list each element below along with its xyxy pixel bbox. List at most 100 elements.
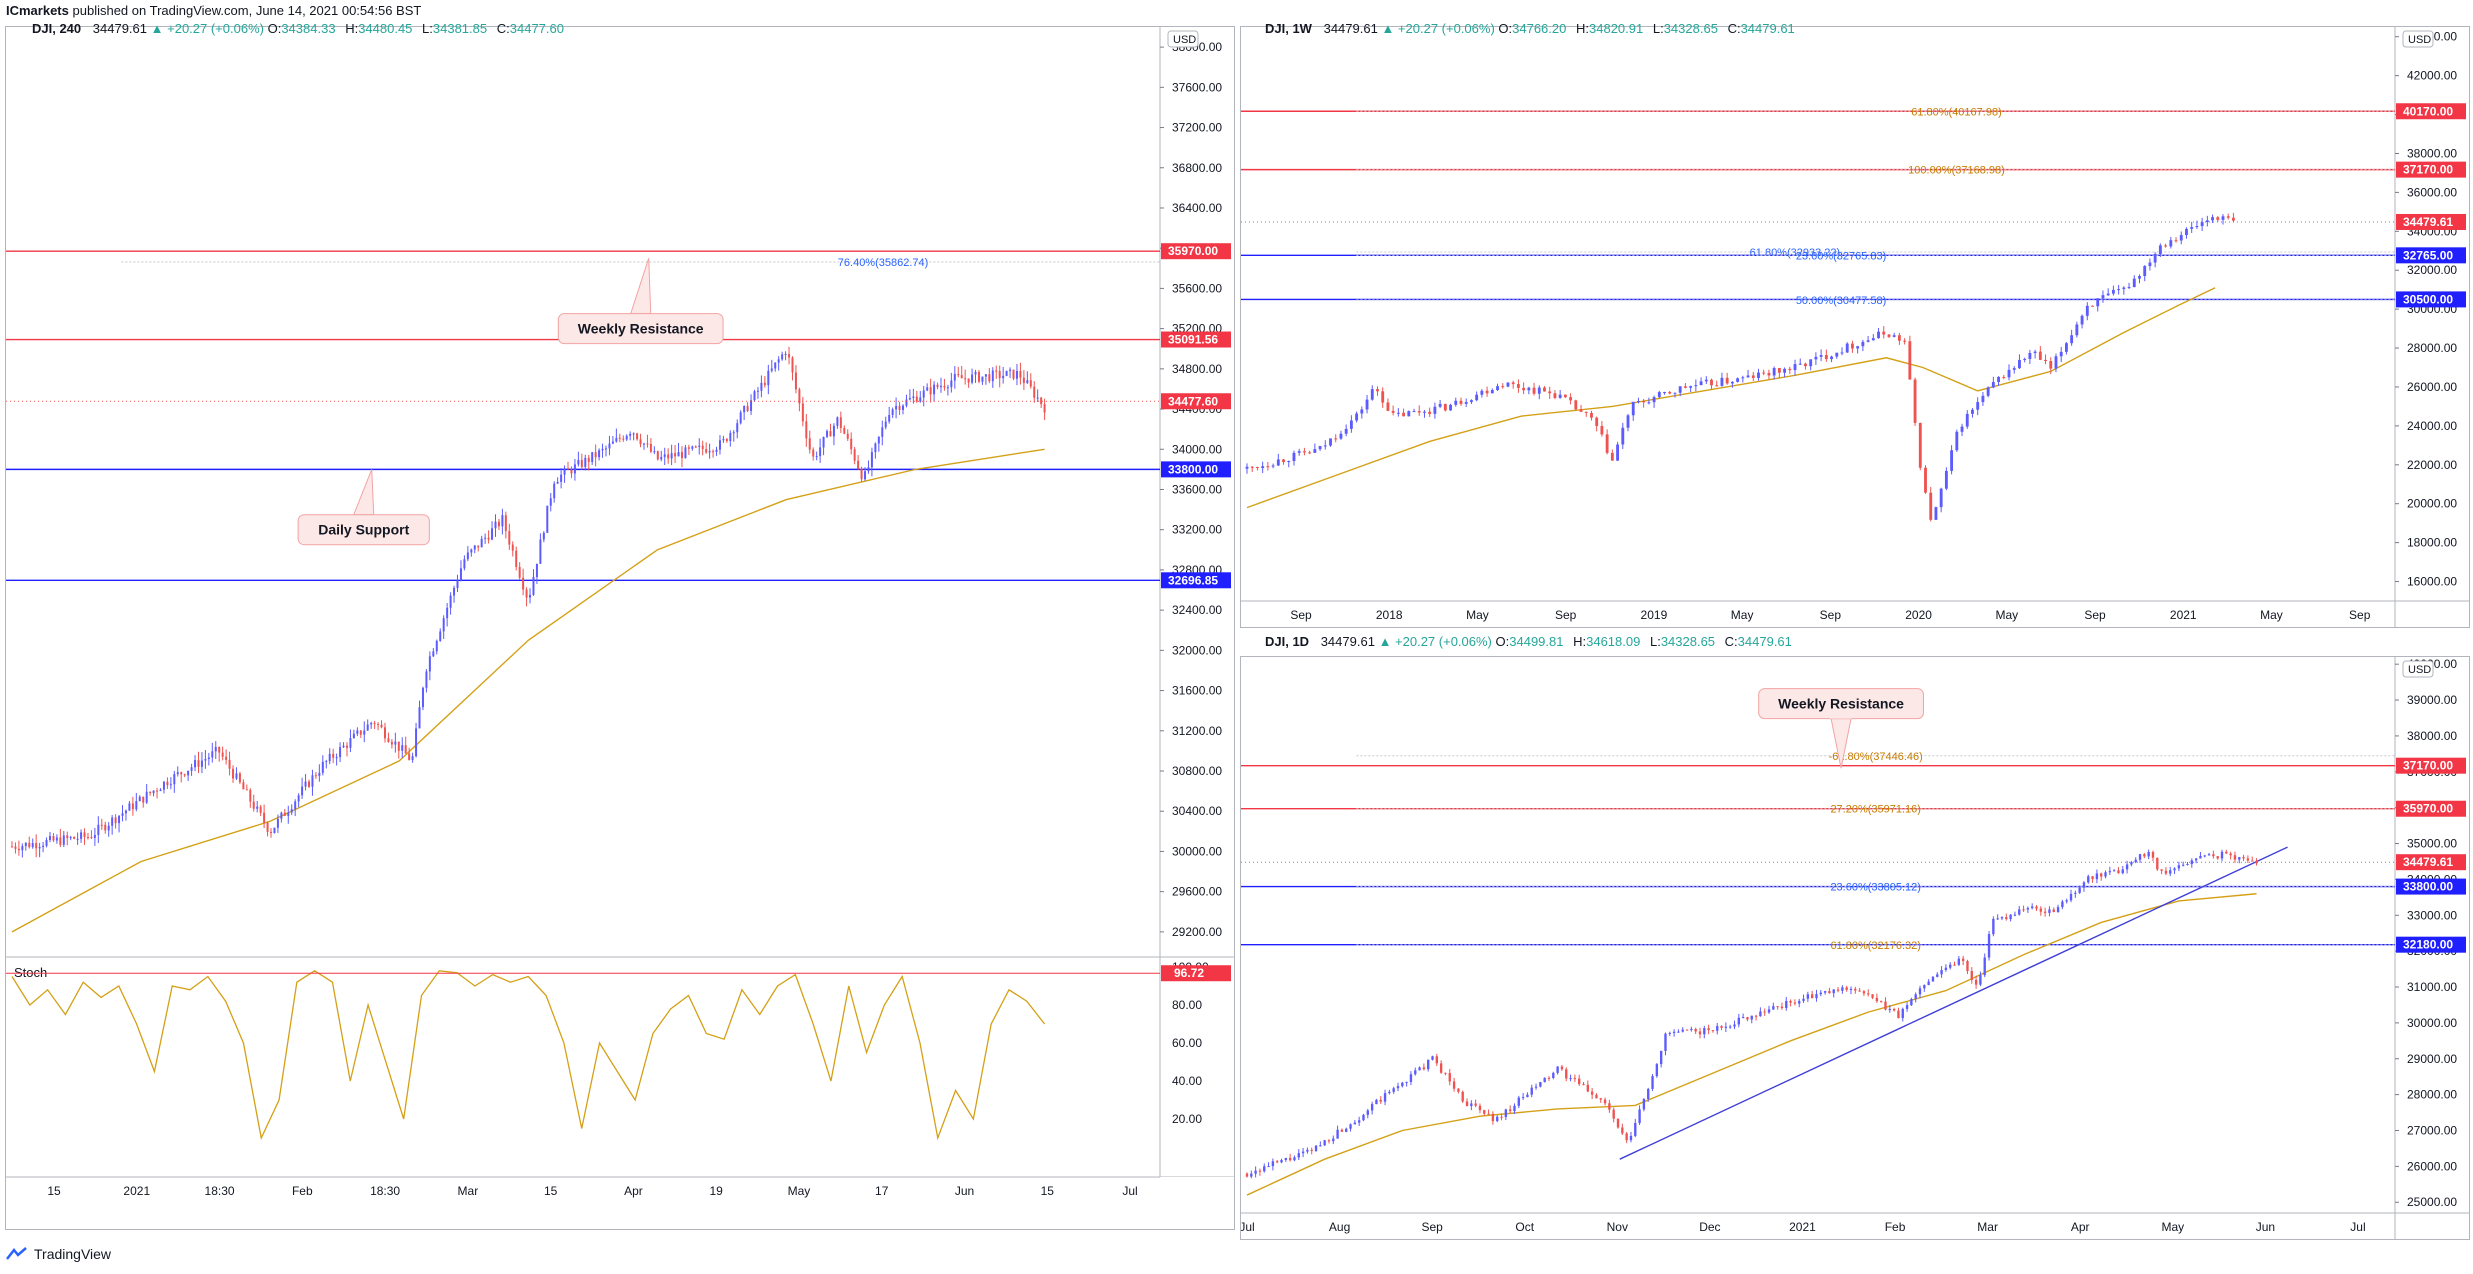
candle-body: [2018, 359, 2021, 369]
candle-body: [1741, 1017, 1745, 1019]
candle-body: [2052, 909, 2055, 913]
y-tick-label: 27000.00: [2407, 1123, 2457, 1137]
x-tick-label: Sep: [2349, 608, 2371, 622]
candle-body: [1610, 452, 1614, 461]
axis-corner: [1160, 1177, 1234, 1217]
y-tick-label: 32000.00: [1172, 643, 1222, 657]
candle-body: [473, 545, 476, 550]
candle-body: [380, 724, 383, 728]
fib-label: -61.80%(37446.46): [1829, 751, 1923, 763]
candle-body: [2005, 917, 2008, 920]
candle-body: [867, 467, 870, 472]
candle-body: [2216, 217, 2220, 220]
candle-body: [1506, 382, 1510, 387]
candle-body: [680, 452, 683, 459]
callout-box: [557, 313, 724, 345]
candle-body: [1009, 369, 1012, 371]
chart-panel-dji-240[interactable]: 38000.00 37600.00 37200.00 36800.00 36400.00…: [5, 26, 1235, 1230]
x-tick-label: 18:30: [370, 1184, 400, 1198]
candle-body: [701, 445, 704, 450]
candle-body: [2194, 858, 2198, 861]
y-tick-label: 26000.00: [2407, 380, 2457, 394]
candle-body: [929, 387, 932, 395]
chart-panel-dji-1d[interactable]: 40000.0039000.0038000.0037000.0036000.00…: [1240, 656, 2470, 1240]
candle-body: [1960, 426, 1964, 432]
legend-close: 34477.60: [509, 21, 564, 36]
legend-open: 34766.20: [1512, 21, 1567, 36]
candle-body: [1263, 1166, 1266, 1172]
legend-change: ▲ +20.27 (+0.06%): [150, 21, 264, 36]
candle-body: [373, 723, 376, 725]
candle-body: [194, 760, 197, 768]
candle-body: [971, 374, 974, 383]
candle-body: [308, 781, 311, 787]
candle-body: [2061, 901, 2064, 908]
candle-body: [1979, 975, 1982, 985]
candle-body: [42, 845, 45, 848]
fib-label: 61.80%(32176.32): [1830, 940, 1921, 952]
candle-body: [743, 406, 746, 413]
candle-body: [259, 806, 262, 813]
y-tick-label: 37200.00: [1172, 121, 1222, 135]
chart-dji-240[interactable]: 38000.0037600.0037200.0036800.0036400.00…: [6, 27, 1234, 1229]
callout-text: Daily Support: [318, 522, 409, 538]
chart-dji-1d[interactable]: 40000.0039000.0038000.0037000.0036000.00…: [1241, 657, 2469, 1239]
candle-body: [1888, 1009, 1891, 1011]
candle-body: [732, 432, 735, 434]
candle-body: [556, 481, 559, 484]
x-tick-label: 2021: [123, 1184, 150, 1198]
candle-body: [1334, 438, 1338, 440]
level-label-bg: [2396, 878, 2466, 895]
author-name[interactable]: ICmarkets: [6, 3, 69, 18]
candle-body: [2043, 911, 2047, 913]
candle-body: [504, 515, 507, 532]
candle-body: [1961, 958, 1965, 961]
candle-body: [2138, 276, 2141, 279]
candle-body: [1357, 1120, 1361, 1123]
candle-body: [915, 396, 918, 402]
candle-body: [853, 449, 856, 461]
candle-body: [1767, 372, 1771, 376]
candle-body: [411, 756, 414, 760]
y-tick-label: 16000.00: [2407, 575, 2457, 589]
candle-body: [632, 433, 635, 435]
candle-body: [946, 387, 949, 389]
candle-body: [1841, 987, 1844, 991]
x-tick-label: Nov: [1607, 1220, 1628, 1234]
legend-symbol: DJI, 1W: [1265, 21, 1312, 36]
candle-body: [1266, 466, 1270, 468]
candle-body: [981, 376, 984, 382]
candle-body: [1336, 1129, 1339, 1139]
candle-body: [667, 454, 670, 459]
y-tick-label: 36400.00: [1172, 201, 1222, 215]
candle-body: [1929, 492, 1933, 520]
candle-body: [321, 761, 324, 773]
candle-body: [2022, 909, 2025, 911]
candle-body: [1832, 989, 1835, 994]
y-tick-label: 30400.00: [1172, 804, 1222, 818]
candle-body: [926, 387, 929, 391]
candle-body: [97, 824, 100, 836]
footer-brand[interactable]: TradingView: [6, 1246, 111, 1262]
candle-body: [2221, 216, 2225, 220]
main-pane-dji-240: 38000.0037600.0037200.0036800.0036400.00…: [6, 27, 1234, 957]
candle-body: [1616, 444, 1619, 461]
candle-body: [2232, 217, 2235, 221]
candle-body: [1625, 1133, 1628, 1141]
chart-panel-dji-1w[interactable]: 44000.0042000.0040000.0038000.0036000.00…: [1240, 26, 2470, 628]
x-tick-label: Jun: [2256, 1220, 2275, 1234]
y-tick-label: 30000.00: [2407, 1016, 2457, 1030]
candle-body: [1345, 1128, 1348, 1132]
candle-body: [1626, 415, 1630, 428]
candle-body: [394, 741, 397, 745]
candle-body: [1409, 1074, 1413, 1082]
candle-body: [1552, 1072, 1555, 1078]
candle-body: [273, 827, 276, 834]
chart-dji-1w[interactable]: 44000.0042000.0040000.0038000.0036000.00…: [1241, 27, 2469, 627]
candle-body: [2151, 852, 2155, 858]
candle-body: [2173, 868, 2176, 871]
candle-body: [1631, 401, 1635, 416]
level-label-bg: [1161, 331, 1231, 348]
candle-body: [829, 431, 832, 437]
level-label-bg: [2396, 103, 2466, 120]
